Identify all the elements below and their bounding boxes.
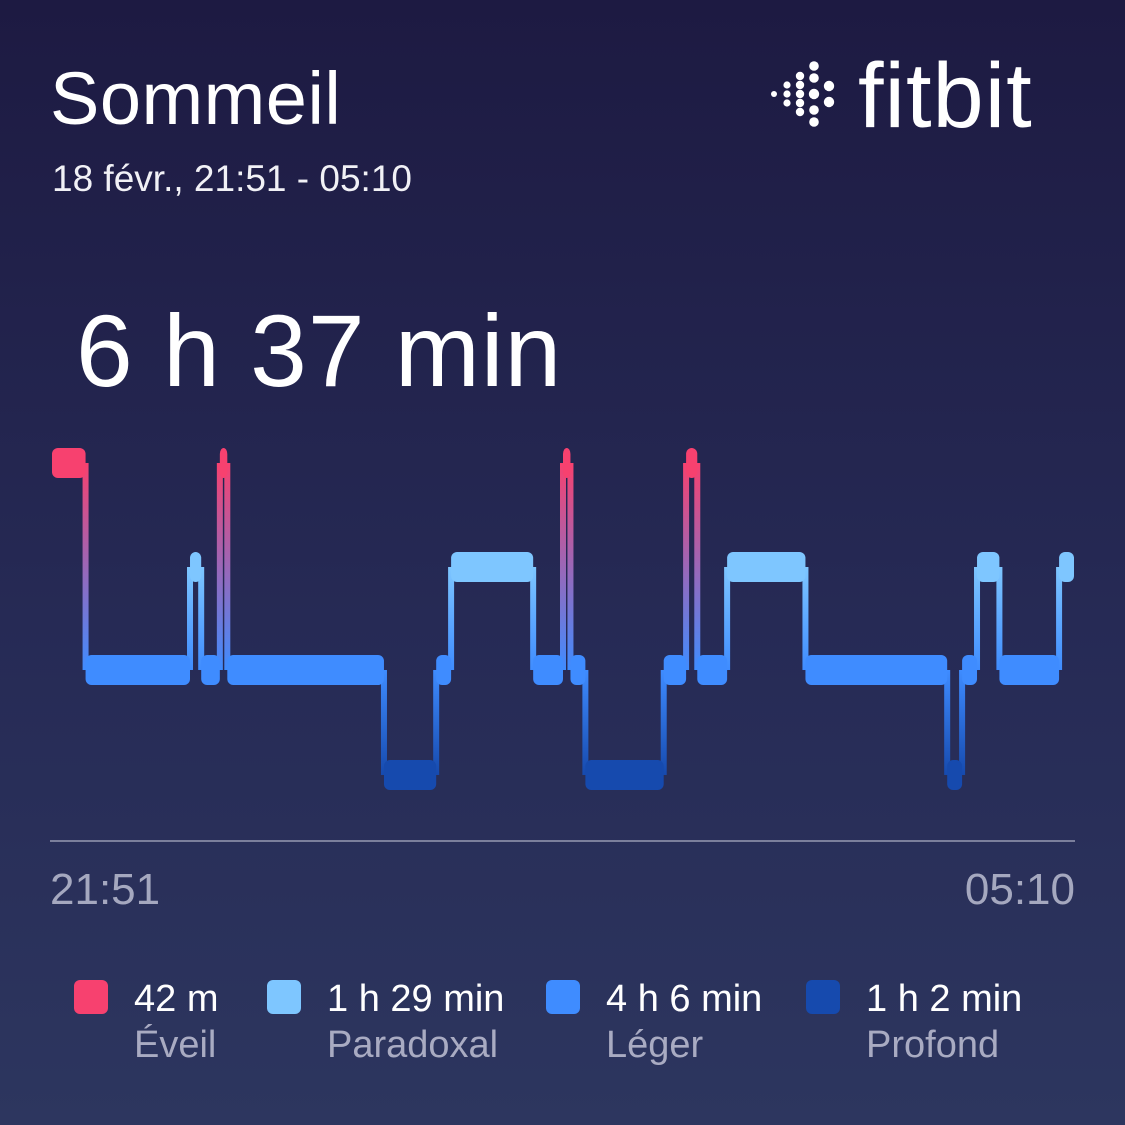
legend-swatch-profond	[806, 980, 840, 1014]
stage-transition	[694, 463, 701, 670]
stage-transition	[224, 463, 231, 670]
stage-transition	[944, 670, 951, 775]
sleep-segment-leger	[697, 655, 728, 685]
sleep-date-range: 18 févr., 21:51 - 05:10	[52, 158, 412, 199]
sleep-segment-leger	[805, 655, 948, 685]
stage-transition	[448, 567, 455, 670]
legend-label-leger: Léger	[606, 1024, 704, 1066]
stage-transition	[959, 670, 966, 775]
sleep-segment-leger	[999, 655, 1060, 685]
sleep-segment-leger	[570, 655, 586, 685]
legend-value-profond: 1 h 2 min	[866, 978, 1023, 1020]
stage-transition	[683, 463, 690, 670]
legend-swatch-paradoxal	[267, 980, 301, 1014]
sleep-segment-leger	[962, 655, 978, 685]
legend-label-eveil: Éveil	[134, 1024, 217, 1066]
sleep-segment-paradoxal	[727, 552, 806, 582]
sleep-segment-leger	[663, 655, 687, 685]
stage-transition	[380, 670, 387, 775]
stage-transition	[1056, 567, 1063, 670]
sleep-stages-legend: 42 m Éveil 1 h 29 min Paradoxal 4 h 6 mi…	[74, 978, 1084, 1078]
sleep-segment-eveil	[219, 448, 228, 478]
stage-transition	[530, 567, 537, 670]
legend-label-profond: Profond	[866, 1024, 1000, 1066]
sleep-segment-eveil	[52, 448, 86, 478]
total-sleep-duration: 6 h 37 min	[76, 294, 563, 408]
stage-transition	[974, 567, 981, 670]
stage-transition	[187, 567, 194, 670]
sleep-segment-leger	[201, 655, 220, 685]
legend-swatch-eveil	[74, 980, 108, 1014]
stage-transition	[82, 463, 89, 670]
sleep-segment-leger	[85, 655, 191, 685]
legend-value-eveil: 42 m	[134, 978, 219, 1020]
sleep-segment-profond	[947, 760, 963, 790]
sleep-stages-chart	[52, 448, 1074, 790]
fitbit-dots-icon	[771, 61, 835, 127]
stage-transition	[216, 463, 223, 670]
sleep-segment-leger	[436, 655, 452, 685]
sleep-segment-eveil	[686, 448, 698, 478]
stage-transition	[582, 670, 589, 775]
sleep-segment-leger	[227, 655, 384, 685]
sleep-segment-paradoxal	[190, 552, 202, 582]
x-axis-start-label: 21:51	[50, 865, 161, 914]
sleep-segment-profond	[585, 760, 664, 790]
stage-transition	[567, 463, 574, 670]
fitbit-logo: fitbit	[768, 45, 1068, 147]
fitbit-logo-text: fitbit	[858, 45, 1033, 147]
sleep-segment-paradoxal	[451, 552, 534, 582]
stage-transitions	[82, 463, 1063, 775]
legend-value-leger: 4 h 6 min	[606, 978, 763, 1020]
sleep-segment-profond	[383, 760, 437, 790]
sleep-segment-paradoxal	[977, 552, 1000, 582]
stage-transition	[802, 567, 809, 670]
stage-transition	[660, 670, 667, 775]
stage-transition	[560, 463, 566, 670]
sleep-segment-paradoxal	[1059, 552, 1074, 582]
stage-transition	[433, 670, 440, 775]
stage-transition	[996, 567, 1003, 670]
sleep-segment-eveil	[563, 448, 571, 478]
chart-baseline	[50, 840, 1075, 842]
stage-blocks	[52, 448, 1074, 790]
page-title: Sommeil	[50, 57, 342, 140]
sleep-segment-leger	[533, 655, 563, 685]
legend-label-paradoxal: Paradoxal	[327, 1024, 499, 1066]
stage-transition	[724, 567, 731, 670]
stage-transition	[198, 567, 205, 670]
legend-value-paradoxal: 1 h 29 min	[327, 978, 505, 1020]
legend-swatch-leger	[546, 980, 580, 1014]
x-axis-end-label: 05:10	[964, 865, 1075, 914]
